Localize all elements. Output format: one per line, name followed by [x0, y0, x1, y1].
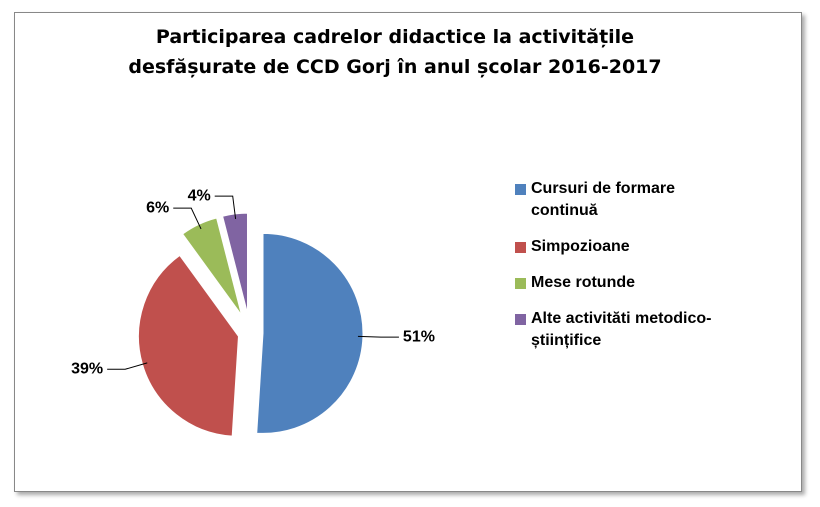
legend-label: Mese rotunde: [531, 274, 636, 291]
legend-item: Mese rotunde: [515, 272, 745, 294]
legend-item: Cursuri de formare continuă: [515, 178, 745, 222]
leader-line: [357, 335, 399, 338]
leader-line: [214, 195, 237, 219]
legend-label: Cursuri de formare continuă: [531, 180, 676, 219]
legend-item: Alte activităti metodico-științifice: [515, 308, 745, 352]
chart-title: Participarea cadrelor didactice la activ…: [128, 26, 662, 78]
leader-line: [173, 207, 202, 230]
leader-line: [107, 362, 148, 370]
data-label: 51%: [403, 328, 435, 345]
chart-frame: [14, 12, 802, 492]
legend-swatch: [515, 242, 526, 253]
pie-slice: [256, 232, 364, 434]
data-label: 39%: [71, 360, 103, 377]
legend-label: Alte activităti metodico-științifice: [531, 310, 712, 349]
legend-swatch: [515, 314, 526, 325]
legend-swatch: [515, 184, 526, 195]
data-label: 6%: [146, 199, 169, 216]
legend-item: Simpozioane: [515, 236, 745, 258]
legend-label: Simpozioane: [531, 238, 630, 255]
legend-swatch: [515, 278, 526, 289]
legend: Cursuri de formare continuă Simpozioane Me…: [515, 178, 745, 366]
data-label: 4%: [188, 187, 211, 204]
